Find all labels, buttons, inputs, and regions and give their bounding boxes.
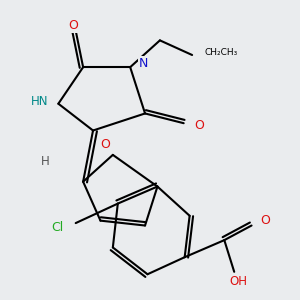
Text: O: O xyxy=(68,19,78,32)
Text: O: O xyxy=(260,214,270,227)
Text: N: N xyxy=(139,57,148,70)
Text: Cl: Cl xyxy=(51,221,63,235)
Text: HN: HN xyxy=(31,95,48,108)
Text: O: O xyxy=(100,138,110,151)
Text: O: O xyxy=(195,119,205,132)
Text: CH₂CH₃: CH₂CH₃ xyxy=(205,48,238,57)
Text: H: H xyxy=(41,155,50,168)
Text: OH: OH xyxy=(229,275,247,288)
